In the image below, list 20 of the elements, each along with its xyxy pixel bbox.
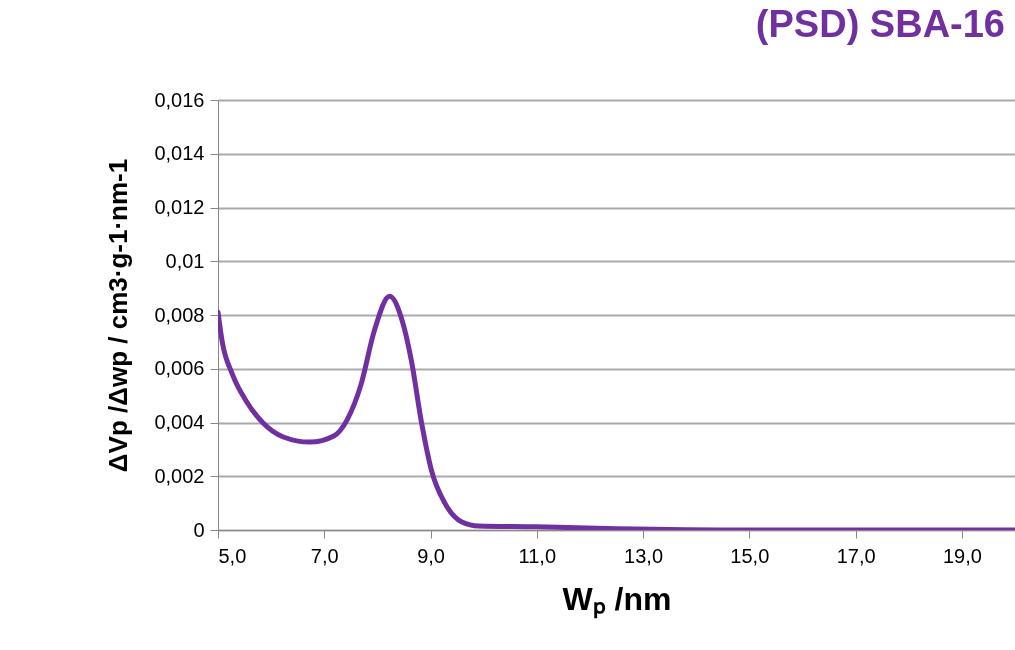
x-tick-label: 17,0 — [836, 544, 876, 567]
y-tick-label: 0,01 — [165, 249, 205, 272]
y-tick-label: 0,004 — [154, 411, 205, 433]
x-tick-label: 7,0 — [310, 544, 339, 567]
y-tick-label: 0,016 — [154, 88, 205, 111]
y-tick-label: 0 — [193, 518, 205, 541]
x-tick-label: 9,0 — [417, 544, 445, 567]
y-tick-label: 0,014 — [154, 142, 205, 165]
x-axis-title: Wₚ /nm — [562, 580, 672, 619]
y-tick-label: 0,002 — [154, 464, 205, 487]
x-tick-label: 15,0 — [730, 544, 770, 567]
chart-title: (PSD) SBA-16 — [755, 3, 1005, 45]
y-tick-label: 0,008 — [154, 303, 205, 326]
x-tick-label: 19,0 — [942, 544, 982, 567]
y-tick-label: 0,006 — [154, 357, 205, 380]
x-tick-label: 13,0 — [624, 544, 664, 567]
y-axis-title: ΔVp /Δwp / cm3·g-1·nm-1 — [103, 158, 134, 473]
y-tick-label: 0,012 — [154, 196, 205, 218]
x-tick-label: 11,0 — [518, 544, 557, 567]
x-tick-label: 5,0 — [218, 544, 247, 567]
